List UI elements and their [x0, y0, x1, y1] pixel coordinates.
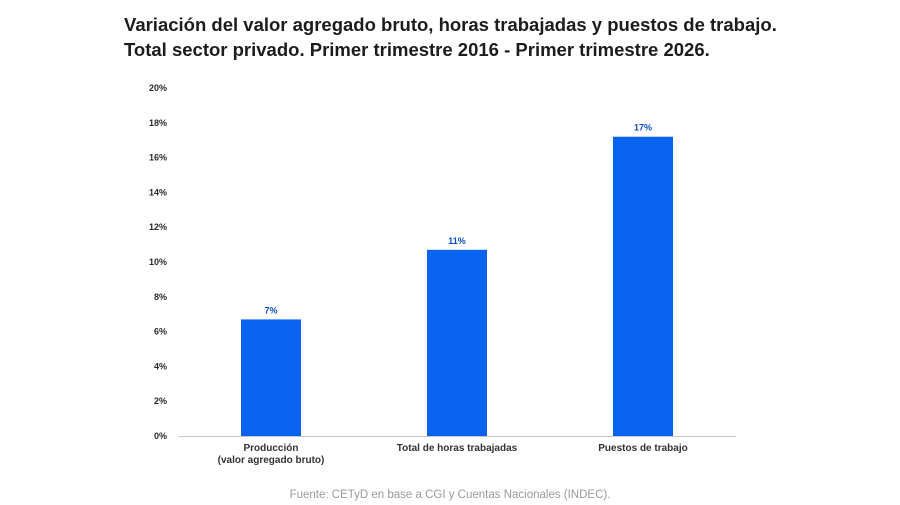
title-line-1: Variación del valor agregado bruto, hora…	[124, 14, 777, 35]
bar	[427, 249, 487, 436]
y-tick-label: 12%	[149, 222, 167, 232]
bar	[613, 136, 673, 436]
title-line-2-bold: Primer trimestre 2016 - Primer trimestre…	[309, 39, 710, 60]
y-tick-label: 10%	[149, 257, 167, 267]
title-line-2: Total sector privado.	[124, 39, 310, 60]
source-note: Fuente: CETyD en base a CGI y Cuentas Na…	[289, 489, 611, 501]
y-axis-ticks: 0% 2% 4% 6% 8% 10% 12% 14% 16% 18% 20%	[149, 83, 167, 441]
category-label: Puestos de trabajo	[598, 443, 687, 454]
y-tick-label: 0%	[154, 431, 167, 441]
y-tick-label: 14%	[149, 187, 167, 197]
y-tick-label: 8%	[154, 292, 167, 302]
data-label: 17%	[634, 123, 652, 133]
y-tick-label: 2%	[154, 396, 167, 406]
bar-chart: 0% 2% 4% 6% 8% 10% 12% 14% 16% 18% 20% 7% 11% 17% Pr…	[149, 83, 736, 466]
y-tick-label: 4%	[154, 361, 167, 371]
data-label: 11%	[448, 236, 466, 246]
chart-title: Variación del valor agregado bruto, hora…	[124, 12, 784, 62]
data-label: 7%	[264, 305, 277, 315]
data-labels-group: 7% 11% 17%	[264, 123, 652, 316]
category-label: (valor agregado bruto)	[218, 455, 325, 466]
category-label: Total de horas trabajadas	[397, 443, 518, 454]
y-tick-label: 6%	[154, 327, 167, 337]
bars-group	[241, 136, 673, 436]
y-tick-label: 18%	[149, 118, 167, 128]
bar	[241, 319, 301, 436]
category-labels-group: Producción(valor agregado bruto) Total de…	[218, 443, 688, 466]
y-tick-label: 20%	[149, 83, 167, 93]
y-tick-label: 16%	[149, 153, 167, 163]
category-label: Producción	[243, 443, 298, 454]
